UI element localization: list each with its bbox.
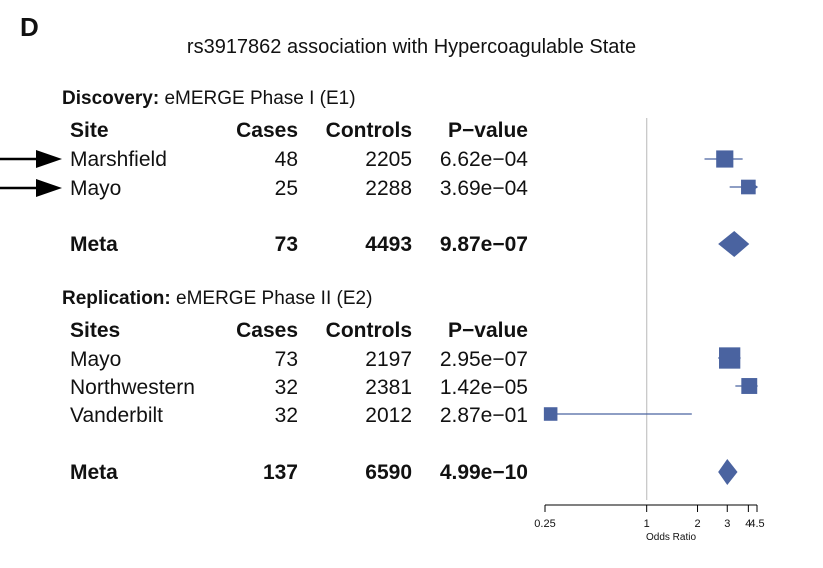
header-pvalue: P−value [448, 319, 528, 342]
table-row-pvalue: 2.87e−01 [439, 404, 528, 427]
pointer-arrow-icon [0, 150, 62, 168]
meta-site: Meta [70, 233, 118, 256]
table-row-site: Marshfield [70, 148, 167, 171]
table-row-pvalue: 6.62e−04 [439, 148, 528, 171]
table-row-controls: 2288 [365, 177, 412, 200]
table-row-site: Northwestern [70, 376, 195, 399]
meta-cases: 137 [262, 461, 298, 484]
x-tick-label: 0.25 [534, 518, 555, 530]
meta-cases: 73 [274, 233, 298, 256]
table-row-cases: 48 [274, 148, 298, 171]
table-row-cases: 25 [274, 177, 298, 200]
header-controls: Controls [325, 319, 412, 342]
study-square [741, 378, 758, 394]
meta-site: Meta [70, 461, 118, 484]
panel-letter: D [20, 12, 39, 42]
x-tick-label: 3 [724, 518, 730, 530]
discovery-label: Discovery: [62, 88, 160, 109]
meta-controls: 4493 [365, 233, 412, 256]
table-row-pvalue: 1.42e−05 [439, 376, 528, 399]
study-square [716, 150, 734, 168]
study-square [543, 407, 558, 421]
meta-diamond [718, 231, 750, 257]
discovery-sublabel: eMERGE Phase I (E1) [159, 88, 356, 109]
x-axis-title: Odds Ratio [646, 532, 696, 543]
table-row-controls: 2012 [365, 404, 412, 427]
table-row-controls: 2197 [365, 348, 412, 371]
table-row-controls: 2205 [365, 148, 412, 171]
header-controls: Controls [325, 119, 412, 142]
meta-diamond [718, 459, 738, 485]
meta-pvalue: 9.87e−07 [439, 233, 528, 256]
x-tick-label: 2 [694, 518, 700, 530]
x-tick-label: 4.5 [749, 518, 764, 530]
replication-label: Replication: [62, 288, 171, 309]
header-pvalue: P−value [448, 119, 528, 142]
header-cases: Cases [236, 119, 298, 142]
chart-title: rs3917862 association with Hypercoagulab… [186, 36, 637, 58]
study-square [719, 347, 741, 369]
header-site: Site [70, 119, 109, 142]
meta-pvalue: 4.99e−10 [439, 461, 528, 484]
x-tick-label: 4 [745, 518, 751, 530]
header-site: Sites [70, 319, 121, 342]
x-tick-label: 1 [644, 518, 650, 530]
table-row-pvalue: 3.69e−04 [439, 177, 528, 200]
replication-heading: Replication: eMERGE Phase II (E2) [62, 288, 372, 310]
table-row-site: Vanderbilt [70, 404, 164, 427]
table-row-site: Mayo [70, 177, 122, 200]
discovery-heading: Discovery: eMERGE Phase I (E1) [62, 88, 356, 110]
table-row-site: Mayo [70, 348, 122, 371]
table-row-cases: 73 [274, 348, 298, 371]
header-cases: Cases [236, 319, 298, 342]
table-row-cases: 32 [274, 404, 298, 427]
replication-sublabel: eMERGE Phase II (E2) [170, 288, 373, 309]
pointer-arrow-icon [0, 179, 62, 197]
table-row-cases: 32 [274, 376, 298, 399]
study-square [741, 179, 756, 195]
table-row-controls: 2381 [365, 376, 412, 399]
table-row-pvalue: 2.95e−07 [439, 348, 528, 371]
meta-controls: 6590 [365, 461, 412, 484]
